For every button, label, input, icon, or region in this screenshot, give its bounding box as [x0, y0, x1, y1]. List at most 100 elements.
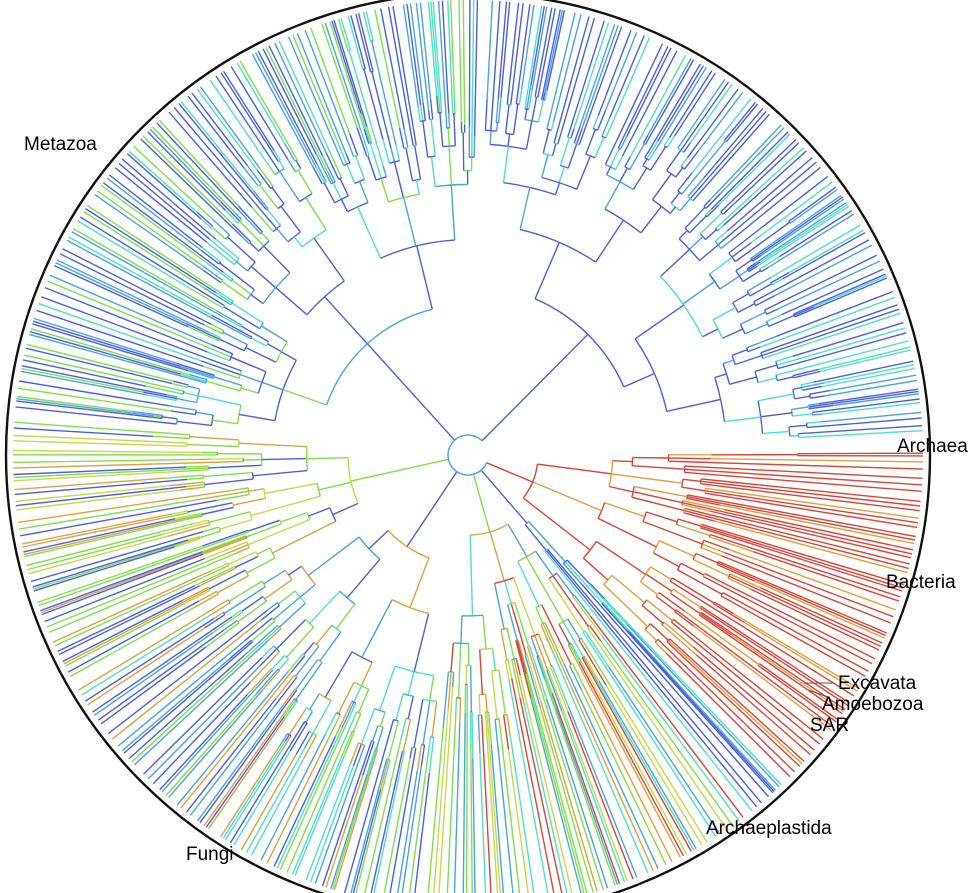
tree-branch	[684, 150, 699, 170]
tree-branch	[753, 301, 757, 306]
tree-branch	[612, 460, 633, 463]
tree-branch	[47, 280, 197, 344]
tree-branch	[196, 704, 284, 822]
tree-branch	[366, 343, 456, 441]
tree-branch	[646, 511, 678, 523]
tree-branch	[708, 536, 754, 553]
tree-branch	[249, 651, 281, 683]
tree-branch	[737, 302, 756, 314]
tree-branch	[15, 406, 150, 422]
tree-branch	[268, 628, 282, 641]
tree-branch	[282, 688, 296, 706]
tree-branch	[239, 211, 262, 235]
tree-branch	[699, 612, 732, 636]
tree-branch	[702, 328, 719, 338]
tree-branch	[818, 346, 911, 371]
tree-branch	[306, 457, 349, 460]
tree-branch	[422, 102, 427, 121]
tree-branch	[133, 145, 213, 220]
tree-branch	[29, 333, 189, 379]
tree-branch	[32, 323, 189, 372]
tree-branch	[451, 672, 455, 688]
tree-branch	[689, 183, 704, 200]
tree-branch	[544, 548, 548, 552]
tree-branch	[566, 559, 591, 585]
tree-branch	[511, 677, 555, 893]
tree-branch	[679, 198, 691, 212]
tree-branch	[169, 405, 197, 411]
tree-branch	[670, 621, 707, 652]
tree-branch	[748, 265, 758, 273]
tree-branch	[422, 120, 429, 158]
tree-branch	[517, 561, 540, 607]
tree-branch	[669, 588, 674, 594]
tree-branch	[526, 654, 542, 702]
tree-branch	[734, 354, 763, 366]
tree-branch	[398, 750, 404, 769]
tree-branch	[674, 609, 677, 612]
tree-branch	[13, 434, 176, 444]
tree-branch	[334, 700, 353, 737]
tree-branch	[735, 259, 753, 272]
tree-branch	[353, 681, 369, 690]
tree-branch	[366, 126, 373, 143]
tree-branch	[726, 583, 876, 660]
tree-branch	[761, 346, 787, 357]
tree-branch	[379, 711, 386, 727]
tree-branch	[792, 368, 819, 377]
tree-branch	[793, 305, 813, 315]
tree-branch	[310, 27, 351, 134]
tree-branch	[246, 165, 262, 185]
tree-branch	[735, 270, 744, 282]
tree-branch	[233, 750, 291, 846]
tree-branch	[211, 536, 247, 551]
tree-branch	[194, 410, 197, 415]
tree-branch	[278, 160, 285, 169]
tree-branch	[711, 622, 843, 715]
tree-branch	[16, 398, 154, 417]
tree-branch	[712, 508, 913, 555]
tree-branch	[669, 638, 690, 658]
tree-branch	[584, 630, 610, 668]
tree-branch	[239, 220, 265, 247]
tree-branch	[551, 665, 569, 707]
tree-branch	[823, 364, 915, 384]
tree-branch	[331, 777, 369, 890]
tree-branch	[645, 573, 673, 592]
tree-branch	[545, 9, 561, 79]
tree-branch	[663, 621, 694, 648]
tree-branch	[634, 485, 688, 498]
tree-branch	[705, 229, 717, 241]
tree-branch	[730, 519, 910, 565]
tree-branch	[692, 662, 803, 765]
tree-branch	[171, 510, 188, 515]
tree-branch	[318, 481, 352, 491]
tree-branch	[309, 590, 341, 624]
tree-branch	[231, 279, 252, 295]
tree-branch	[750, 181, 833, 244]
tree-branch	[683, 142, 691, 153]
tree-branch	[515, 658, 521, 676]
tree-branch	[185, 322, 220, 340]
tree-branch	[308, 507, 331, 517]
tree-branch	[280, 351, 297, 361]
tree-branch	[542, 129, 550, 154]
tree-branch	[813, 360, 914, 383]
tree-branch	[757, 377, 777, 384]
tree-branch	[502, 146, 509, 183]
tree-branch	[20, 499, 218, 537]
tree-branch	[728, 240, 745, 254]
tree-branch	[650, 566, 672, 581]
tree-branch	[713, 520, 908, 574]
tree-branch	[40, 551, 203, 612]
tree-branch	[261, 381, 284, 391]
tree-branch	[308, 693, 320, 710]
tree-branch	[564, 561, 604, 604]
tree-branch	[570, 128, 575, 139]
tree-branch	[667, 639, 694, 664]
tree-branch	[716, 563, 755, 582]
tree-branch	[515, 640, 532, 698]
tree-branch	[187, 370, 215, 380]
tree-branch	[276, 727, 343, 869]
tree-branch	[205, 622, 240, 648]
